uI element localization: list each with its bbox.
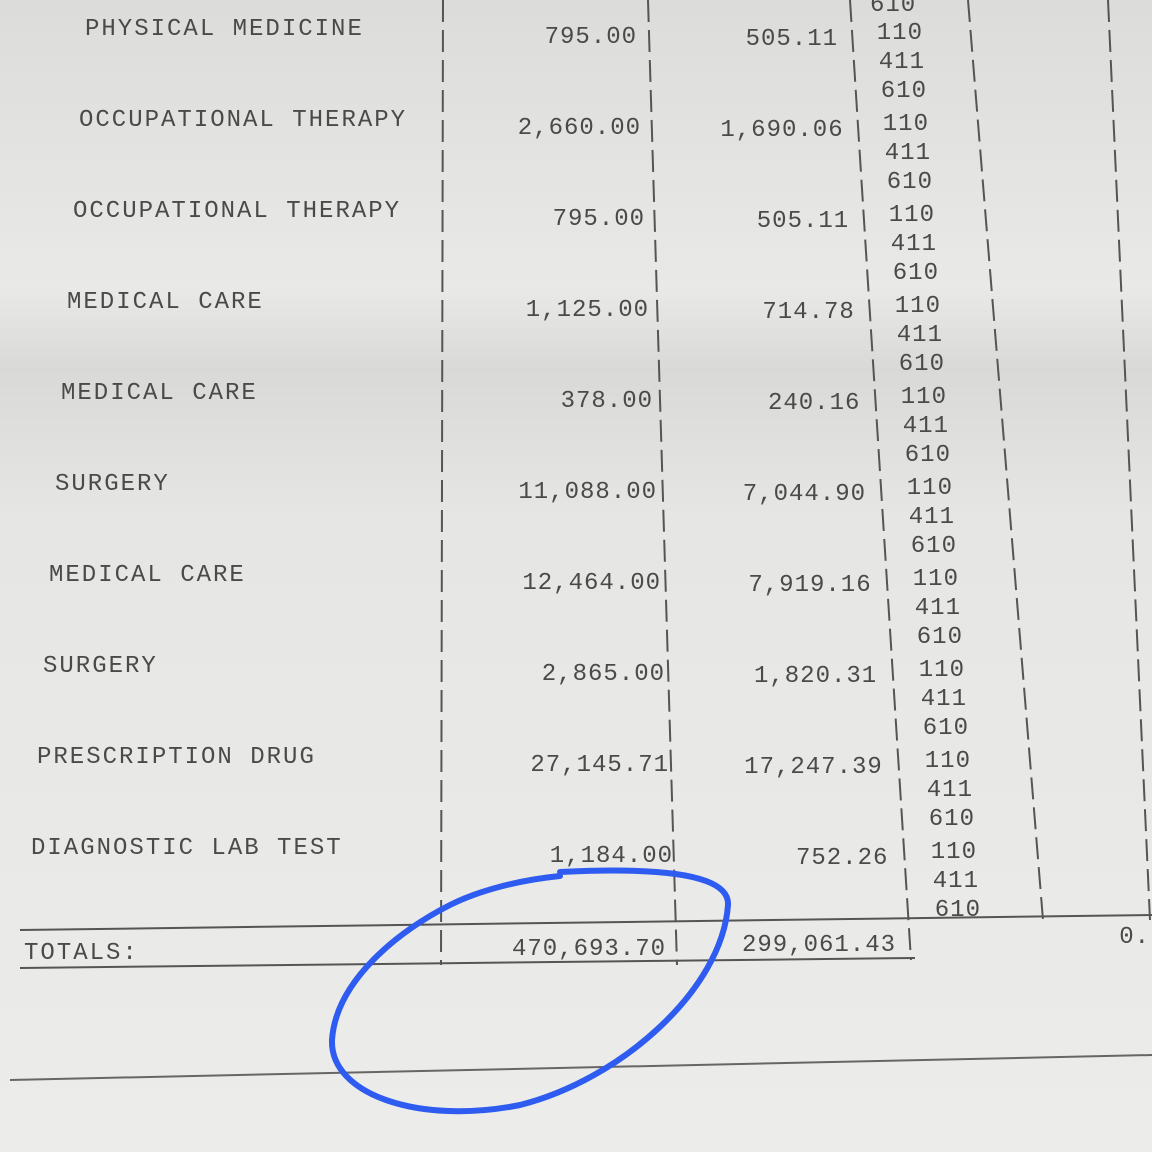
billed-amount: 11,088.00 <box>518 479 657 506</box>
code: 610 <box>928 806 975 833</box>
description: PHYSICAL MEDICINE <box>85 16 364 43</box>
code: 610 <box>934 897 981 924</box>
billed-amount: 1,184.00 <box>549 843 673 870</box>
code: 110 <box>924 748 971 775</box>
code: 610 <box>904 442 951 469</box>
code: 610 <box>916 624 963 651</box>
paid-amount: 505.11 <box>745 26 838 53</box>
code: 610 <box>898 351 945 378</box>
code: 411 <box>908 504 955 531</box>
code: 610 <box>886 169 933 196</box>
code: 110 <box>888 202 935 229</box>
code: 110 <box>900 384 947 411</box>
pen-circle <box>328 867 732 1115</box>
code: 110 <box>912 566 959 593</box>
description: MEDICAL CARE <box>61 380 258 407</box>
billed-amount: 2,660.00 <box>517 115 641 142</box>
description: SURGERY <box>55 471 170 498</box>
column-rule <box>1107 0 1151 921</box>
description: DIAGNOSTIC LAB TEST <box>31 835 343 862</box>
code: 411 <box>914 595 961 622</box>
column-rule <box>849 0 912 961</box>
billed-amount: 2,865.00 <box>541 661 665 688</box>
billed-amount: 795.00 <box>552 206 645 233</box>
column-rule <box>440 0 444 966</box>
billed-amount: 12,464.00 <box>522 570 661 597</box>
totals-label: TOTALS: <box>24 940 139 967</box>
billed-amount: 378.00 <box>560 388 653 415</box>
totals-paid: 299,061.43 <box>741 932 896 959</box>
code: 411 <box>902 413 949 440</box>
paid-amount: 7,919.16 <box>748 572 872 599</box>
description: SURGERY <box>43 653 158 680</box>
column-rule <box>647 0 678 966</box>
code: 610 <box>880 78 927 105</box>
description: OCCUPATIONAL THERAPY <box>79 107 408 134</box>
paid-amount: 714.78 <box>762 299 855 326</box>
code: 110 <box>930 839 977 866</box>
rule <box>9 1054 1152 1081</box>
column-rule <box>967 0 1044 921</box>
totals-other: 0. <box>1119 924 1150 951</box>
paid-amount: 1,690.06 <box>720 117 844 144</box>
code: 411 <box>884 140 931 167</box>
description: MEDICAL CARE <box>67 289 264 316</box>
rule <box>19 957 916 969</box>
code: 110 <box>882 111 929 138</box>
description: PRESCRIPTION DRUG <box>37 744 316 771</box>
paid-amount: 505.11 <box>756 208 850 235</box>
billed-amount: 27,145.71 <box>530 752 669 779</box>
code: 411 <box>878 49 925 76</box>
code: 411 <box>920 686 967 713</box>
rule <box>19 914 1152 931</box>
paid-amount: 1,820.31 <box>753 663 878 690</box>
code: 411 <box>896 322 943 349</box>
billed-amount: 795.00 <box>544 24 637 51</box>
code: 110 <box>894 293 941 320</box>
totals-billed: 470,693.70 <box>511 936 666 963</box>
paid-amount: 240.16 <box>767 390 861 417</box>
code: 610 <box>922 715 969 742</box>
code: 411 <box>890 231 937 258</box>
code: 110 <box>918 657 965 684</box>
paid-amount: 752.26 <box>795 845 889 872</box>
paid-amount: 17,247.39 <box>744 754 883 781</box>
code: 411 <box>932 868 979 895</box>
code: 610 <box>870 0 917 19</box>
code: 610 <box>910 533 957 560</box>
code: 110 <box>906 475 953 502</box>
code: 110 <box>876 20 923 47</box>
description: OCCUPATIONAL THERAPY <box>73 198 402 225</box>
code: 411 <box>926 777 973 804</box>
billed-amount: 1,125.00 <box>525 297 649 324</box>
paid-amount: 7,044.90 <box>742 481 866 508</box>
code: 610 <box>892 260 939 287</box>
description: MEDICAL CARE <box>49 562 246 589</box>
